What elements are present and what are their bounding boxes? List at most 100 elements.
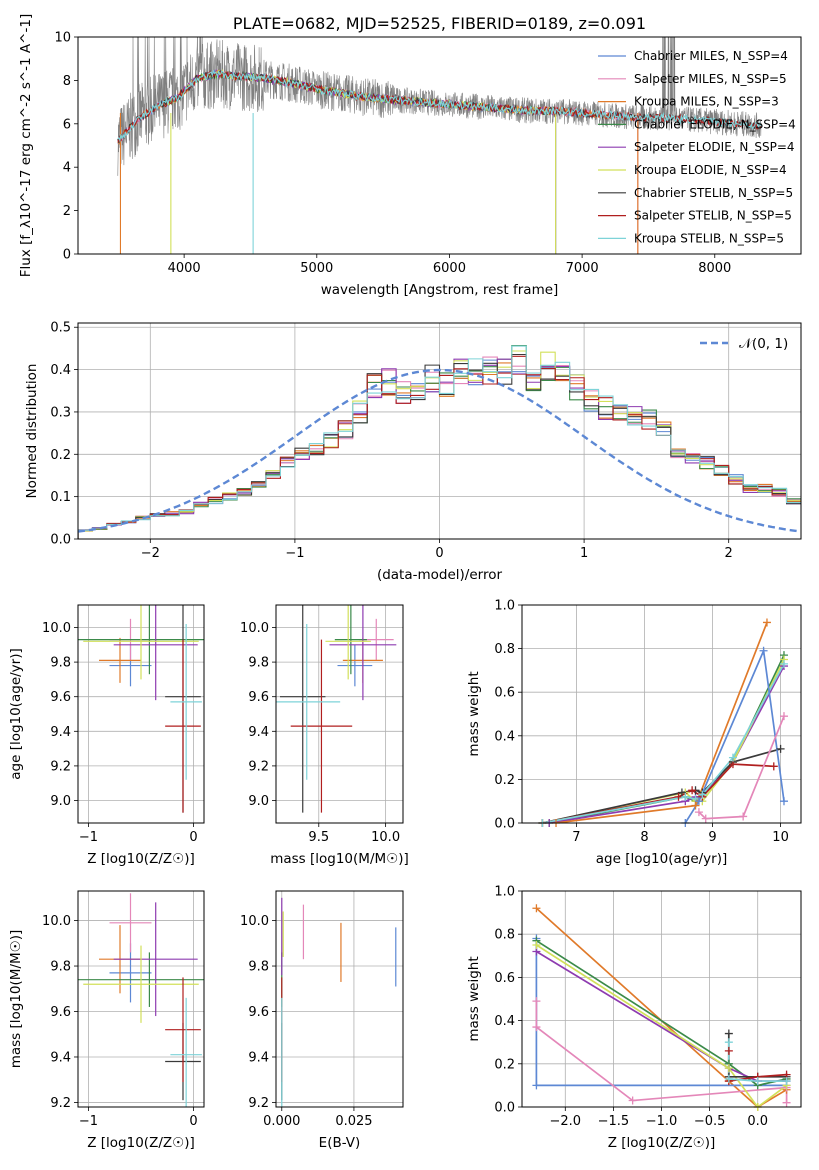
panel-weight-vs-z: −2.0 −1.5 −1.0 −0.5 0.0 0.0 0.2 0.4 0.6 0.8 1.0 Z […	[466, 885, 802, 1151]
x-tick-label: 1	[580, 546, 588, 561]
weight-point-marker	[532, 997, 541, 1006]
weight-point-marker	[694, 797, 703, 806]
y-tick-label: 10.0	[240, 914, 269, 929]
y-tick-label: 9.4	[248, 725, 269, 740]
weight-point-marker	[753, 1077, 762, 1086]
model-line	[117, 69, 762, 143]
panel-spectrum: 4000 5000 6000 7000 8000 0 2 4 6 8 10 wavelength [A…	[18, 14, 802, 298]
panel-mass-vs-ebv: 0.000 0.025 9.2 9.4 9.6 9.8 10.0 E(B-V)	[240, 890, 404, 1151]
axes-frame	[521, 890, 802, 1108]
weight-point-marker	[724, 1064, 733, 1073]
axes-frame	[77, 322, 802, 540]
weight-point-marker	[532, 1081, 541, 1090]
weight-point-marker	[691, 801, 700, 810]
weight-line	[698, 715, 785, 820]
y-tick-label: 9.0	[50, 794, 71, 809]
weight-line	[542, 763, 774, 823]
x-tick-label: −1	[285, 546, 304, 561]
weight-point-marker	[724, 1038, 733, 1047]
y-tick-label: 0.8	[494, 642, 515, 657]
axes-frame	[77, 604, 205, 824]
x-tick-label: 9	[708, 830, 716, 845]
y-tick-label: 0.2	[50, 448, 71, 463]
axes-frame	[521, 604, 802, 824]
x-tick-label: 0.000	[263, 1114, 300, 1129]
weight-point-marker	[779, 797, 788, 806]
y-tick-label: 0.3	[50, 405, 71, 420]
y-tick-label: 9.6	[50, 1005, 71, 1020]
x-axis-label: mass [log10(M/M☉)]	[270, 851, 409, 867]
x-tick-label: 7	[572, 830, 580, 845]
weight-point-marker	[739, 812, 748, 821]
legend-label: Kroupa MILES, N_SSP=3	[634, 95, 779, 109]
y-tick-label: 9.8	[50, 960, 71, 975]
x-tick-label: 0.025	[335, 1114, 372, 1129]
y-axis-label: mass weight	[466, 671, 482, 756]
y-tick-label: 0.0	[494, 1101, 515, 1116]
weight-point-marker	[759, 646, 768, 655]
weight-point-marker	[776, 744, 785, 753]
axes-frame	[77, 890, 205, 1108]
y-tick-label: 9.2	[50, 1096, 71, 1111]
weight-point-marker	[694, 808, 703, 817]
legend: 𝒩(0, 1)	[700, 336, 788, 352]
legend-label: Kroupa STELIB, N_SSP=5	[634, 231, 784, 245]
y-tick-label: 9.8	[248, 960, 269, 975]
y-tick-label: 0.4	[494, 729, 515, 744]
legend: Chabrier MILES, N_SSP=4 Salpeter MILES, N…	[598, 49, 796, 245]
x-axis-label: Z [log10(Z/Z☉)]	[87, 851, 195, 867]
x-tick-label: 5000	[300, 261, 333, 276]
x-tick-label: 10.0	[371, 830, 400, 845]
y-axis-label: mass weight	[466, 956, 482, 1041]
panel-mass-vs-z: −1 0 9.2 9.4 9.6 9.8 10.0 Z [log10(Z/Z☉)] mass […	[8, 890, 205, 1151]
panel-age-vs-mass: 9.5 10.0 9.0 9.2 9.4 9.6 9.8 10.0 mass [log10(M/…	[240, 604, 409, 867]
weight-point-marker	[724, 1074, 733, 1083]
y-tick-label: 9.8	[50, 656, 71, 671]
weight-point-marker	[782, 1098, 791, 1107]
y-tick-label: 0.0	[494, 817, 515, 832]
y-tick-label: 9.4	[248, 1050, 269, 1065]
plot-area	[78, 605, 204, 813]
y-tick-label: 0.6	[494, 971, 515, 986]
weight-point-marker	[779, 712, 788, 721]
weight-line	[684, 647, 785, 823]
y-tick-label: 9.6	[248, 690, 269, 705]
plot-area	[276, 605, 397, 813]
weight-line	[542, 659, 785, 823]
x-axis-label: Z [log10(Z/Z☉)]	[87, 1135, 195, 1151]
plot-area	[535, 907, 788, 1107]
panel-age-vs-z: −1 0 9.0 9.2 9.4 9.6 9.8 10.0 Z [log10(Z/Z☉)] age…	[8, 604, 205, 867]
weight-point-marker	[782, 1077, 791, 1086]
weight-line	[555, 622, 768, 823]
y-tick-label: 9.0	[248, 794, 269, 809]
legend-label: Chabrier ELODIE, N_SSP=4	[634, 117, 796, 131]
weight-line	[535, 944, 788, 1107]
y-tick-label: 10.0	[42, 621, 71, 636]
weight-point-marker	[677, 788, 686, 797]
observed-spectrum-line	[117, 37, 762, 176]
x-tick-label: −2.0	[550, 1114, 582, 1129]
y-tick-label: 0.4	[50, 363, 71, 378]
weight-point-marker	[681, 792, 690, 801]
x-axis-label: Z [log10(Z/Z☉)]	[608, 1135, 716, 1151]
legend-label: Chabrier STELIB, N_SSP=5	[634, 186, 793, 200]
weight-point-marker	[769, 762, 778, 771]
x-axis-label: (data-model)/error	[377, 567, 503, 583]
x-tick-label: 8	[640, 830, 648, 845]
axes-frame	[275, 604, 404, 824]
y-tick-label: 9.6	[50, 690, 71, 705]
weight-point-marker	[762, 618, 771, 627]
x-tick-label: 0.0	[747, 1114, 768, 1129]
y-tick-label: 0.8	[494, 928, 515, 943]
legend-label: 𝒩(0, 1)	[739, 336, 788, 352]
y-tick-label: 0.6	[494, 686, 515, 701]
weight-point-marker	[532, 904, 541, 913]
legend-label: Kroupa ELODIE, N_SSP=4	[634, 163, 787, 177]
weight-point-marker	[724, 1046, 733, 1055]
y-tick-label: 1.0	[494, 599, 515, 614]
y-axis-label: Flux [f_λ10^-17 erg cm^-2 s^-1 A^-1]	[18, 14, 34, 277]
panel-residuals: −2 −1 0 1 2 0.0 0.1 0.2 0.3 0.4 0.5 (data-model)/er…	[24, 321, 802, 583]
weight-line	[549, 654, 785, 823]
x-tick-label: 10	[772, 830, 789, 845]
gaussian-curve	[78, 368, 799, 533]
